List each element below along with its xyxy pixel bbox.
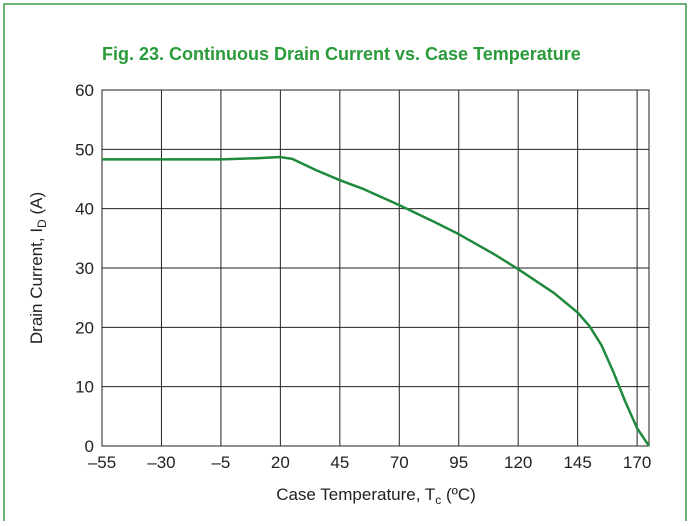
data-line: [102, 155, 651, 447]
x-tick-label: 170: [623, 453, 651, 472]
x-axis-label: Case Temperature, Tc (ºC): [276, 485, 476, 507]
y-tick-label: 40: [75, 200, 94, 219]
y-tick-label: 30: [75, 259, 94, 278]
x-tick-label: –5: [211, 453, 230, 472]
x-tick-label: 120: [504, 453, 532, 472]
y-tick-label: 0: [85, 437, 94, 456]
y-tick-label: 50: [75, 140, 94, 159]
frame: [3, 3, 687, 521]
y-axis-label: Drain Current, ID (A): [27, 192, 49, 344]
x-tick-label: 70: [390, 453, 409, 472]
x-tick-label: –55: [88, 453, 116, 472]
x-tick-label: –30: [147, 453, 175, 472]
chart-title: Fig. 23. Continuous Drain Current vs. Ca…: [102, 44, 581, 64]
x-tick-label: 145: [563, 453, 591, 472]
x-tick-label: 95: [449, 453, 468, 472]
x-tick-label: 20: [271, 453, 290, 472]
y-tick-label: 10: [75, 378, 94, 397]
y-tick-label: 60: [75, 81, 94, 100]
x-tick-label: 45: [330, 453, 349, 472]
y-tick-label: 20: [75, 318, 94, 337]
